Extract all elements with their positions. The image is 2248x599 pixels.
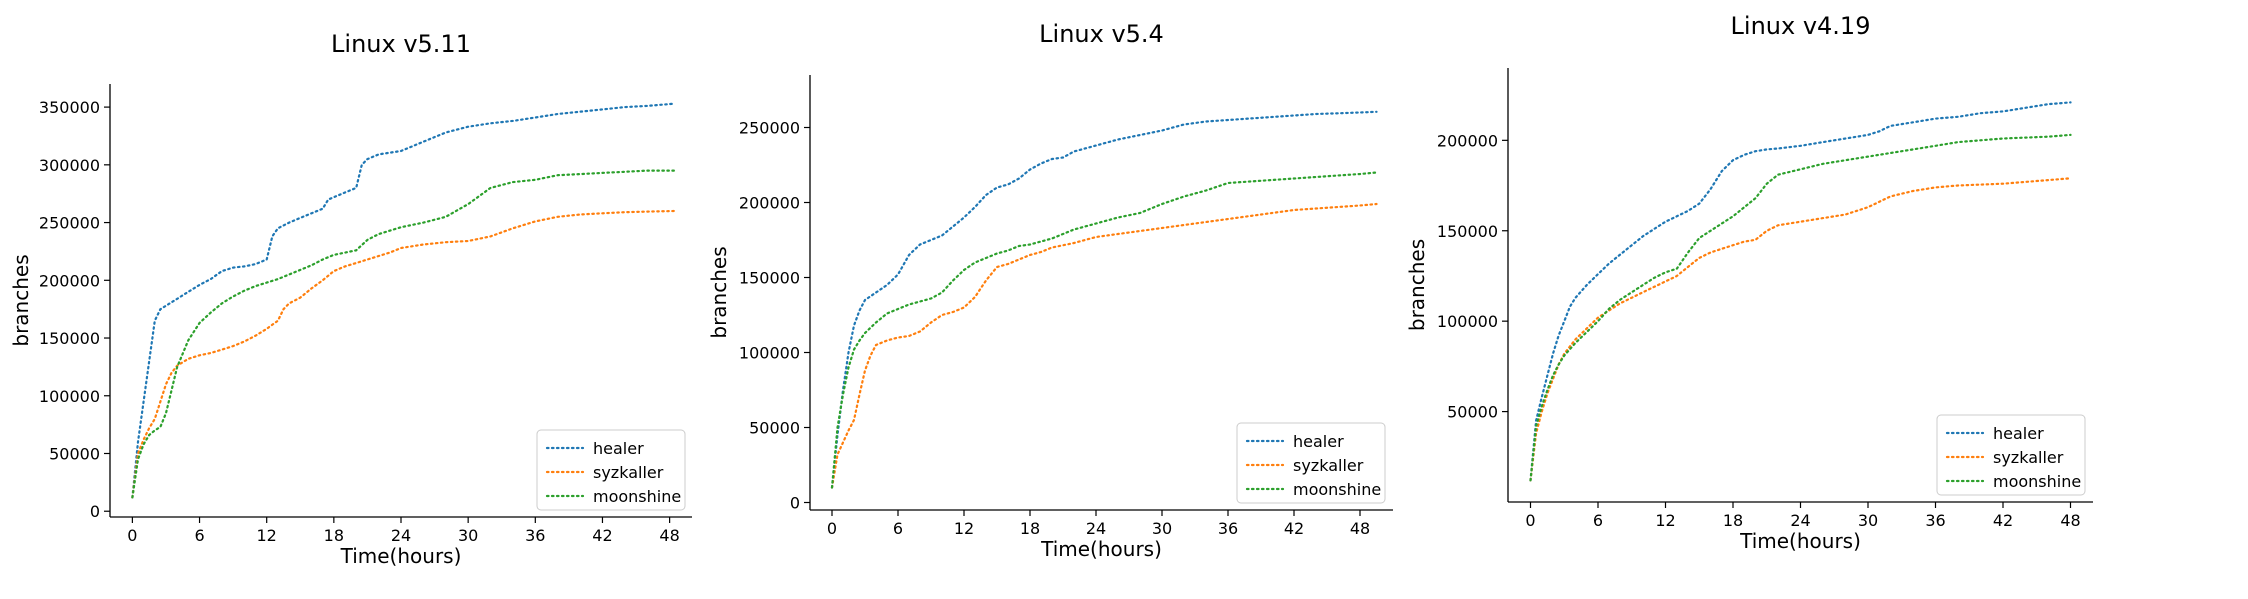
x-tick-label: 6 (1593, 511, 1603, 530)
legend-label-moonshine: moonshine (593, 487, 681, 506)
x-tick-label: 0 (827, 519, 837, 538)
x-tick-label: 6 (194, 526, 204, 545)
series-line-moonshine (830, 171, 1378, 489)
series-line-moonshine (131, 169, 677, 499)
x-tick-label: 36 (525, 526, 545, 545)
x-tick-label: 12 (1655, 511, 1675, 530)
legend-box (1936, 414, 2086, 496)
legend-label-syzkaller: syzkaller (593, 463, 664, 482)
legend-label-moonshine: moonshine (1293, 480, 1381, 499)
y-tick-label: 300000 (39, 156, 100, 175)
chart-3: Linux v4.19 0 6 12 18 24 30 36 42 48 50000 100000 15… (1405, 12, 2093, 553)
x-tick-label: 24 (391, 526, 411, 545)
chart-title: Linux v4.19 (1731, 12, 1871, 40)
y-tick-label: 200000 (1437, 131, 1498, 150)
legend-label-moonshine: moonshine (1993, 472, 2081, 491)
x-tick-label: 6 (893, 519, 903, 538)
legend-label-syzkaller: syzkaller (1993, 448, 2064, 467)
legend-box (1236, 422, 1386, 504)
legend-label-syzkaller: syzkaller (1293, 456, 1364, 475)
chart-title: Linux v5.4 (1039, 20, 1164, 48)
x-tick-label: 0 (127, 526, 137, 545)
chart-title: Linux v5.11 (331, 30, 471, 58)
y-tick-label: 50000 (1447, 403, 1498, 422)
y-tick-label: 350000 (39, 98, 100, 117)
legend-label-healer: healer (1293, 432, 1344, 451)
y-tick-label: 50000 (749, 419, 800, 438)
legend: healer syzkaller moonshine (1236, 422, 1386, 504)
x-axis-label: Time(hours) (1040, 537, 1162, 561)
y-tick-label: 100000 (739, 344, 800, 363)
x-tick-label: 30 (458, 526, 478, 545)
series-line-healer (131, 102, 677, 499)
x-axis-label: Time(hours) (340, 544, 462, 568)
chart-1: Linux v5.11 0 6 12 18 24 30 36 42 48 0 50000 100000 1… (9, 30, 692, 568)
x-tick-label: 48 (659, 526, 679, 545)
x-tick-label: 42 (592, 526, 612, 545)
x-tick-label: 42 (1993, 511, 2013, 530)
series-line-moonshine (1529, 133, 2072, 482)
x-tick-label: 18 (324, 526, 344, 545)
y-tick-label: 200000 (739, 194, 800, 213)
y-tick-label: 250000 (39, 214, 100, 233)
x-tick-label: 30 (1152, 519, 1172, 538)
x-tick-label: 30 (1858, 511, 1878, 530)
y-tick-label: 100000 (1437, 312, 1498, 331)
x-tick-label: 0 (1525, 511, 1535, 530)
series-line-healer (1529, 101, 2072, 482)
y-tick-label: 250000 (739, 119, 800, 138)
x-tick-label: 48 (1350, 519, 1370, 538)
y-tick-label: 0 (790, 494, 800, 513)
y-tick-label: 100000 (39, 387, 100, 406)
legend-box (536, 429, 686, 511)
x-tick-label: 12 (257, 526, 277, 545)
y-tick-label: 200000 (39, 271, 100, 290)
y-tick-label: 50000 (49, 444, 100, 463)
x-tick-label: 24 (1086, 519, 1106, 538)
series-line-syzkaller (1529, 177, 2072, 482)
chart-2: Linux v5.4 0 6 12 18 24 30 36 42 48 0 50000 100000 15… (707, 20, 1393, 561)
y-tick-label: 0 (90, 502, 100, 521)
x-tick-label: 18 (1020, 519, 1040, 538)
legend-label-healer: healer (1993, 424, 2044, 443)
y-axis-label: branches (9, 254, 33, 346)
y-tick-label: 150000 (39, 329, 100, 348)
legend: healer syzkaller moonshine (536, 429, 686, 511)
series-line-syzkaller (131, 209, 677, 499)
x-tick-label: 48 (2060, 511, 2080, 530)
y-tick-label: 150000 (1437, 222, 1498, 241)
x-tick-label: 18 (1723, 511, 1743, 530)
x-tick-label: 42 (1284, 519, 1304, 538)
legend: healer syzkaller moonshine (1936, 414, 2086, 496)
y-tick-label: 150000 (739, 269, 800, 288)
x-tick-label: 36 (1925, 511, 1945, 530)
x-tick-label: 12 (954, 519, 974, 538)
x-tick-label: 36 (1218, 519, 1238, 538)
y-axis-label: branches (707, 246, 731, 338)
legend-label-healer: healer (593, 439, 644, 458)
x-axis-label: Time(hours) (1739, 529, 1861, 553)
series-line-healer (830, 110, 1378, 489)
y-axis-label: branches (1405, 239, 1429, 331)
x-tick-label: 24 (1790, 511, 1810, 530)
series-line-syzkaller (830, 202, 1378, 489)
